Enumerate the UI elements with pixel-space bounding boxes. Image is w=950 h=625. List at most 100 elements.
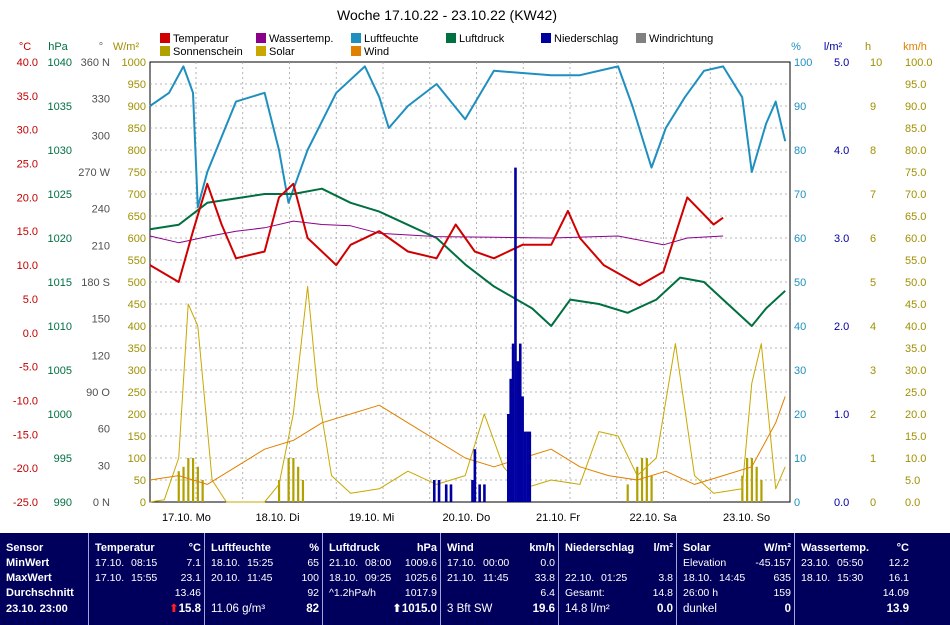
press-current-value: 1015.0 <box>401 603 437 615</box>
rain-bar <box>437 480 441 502</box>
rain-axis-unit: l/m² <box>824 41 843 53</box>
wind-tick: 85.0 <box>905 123 926 135</box>
wind-min-date: 17.10. <box>447 557 477 569</box>
humidity-tick: 60 <box>794 233 806 245</box>
temp-tick: 25.0 <box>17 159 38 171</box>
rain-bar <box>509 378 512 502</box>
temp-tick: -5.0 <box>19 362 38 374</box>
direction-tick: 60 <box>98 424 110 436</box>
legend-swatch <box>351 46 361 56</box>
durchschnitt-label: Durchschnitt <box>6 587 74 599</box>
wind-tick: 25.0 <box>905 387 926 399</box>
temp-axis-unit: °C <box>19 41 31 53</box>
humidity-tick: 10 <box>794 453 806 465</box>
wind-max-date: 21.10. <box>447 572 477 584</box>
wind-avg-value: 6.4 <box>540 587 555 599</box>
sunshine-tick: 2 <box>870 409 876 421</box>
day-label: 19.10. Mi <box>349 512 394 524</box>
solar-tick: 900 <box>128 101 146 113</box>
sunshine-bar <box>187 458 190 502</box>
wind-tick: 45.0 <box>905 299 926 311</box>
legend-swatch <box>160 46 170 56</box>
humidity-line <box>149 65 787 209</box>
temp-tick: -10.0 <box>13 395 38 407</box>
temp-tick: 20.0 <box>17 192 38 204</box>
sunshine-bar <box>301 480 305 502</box>
pressure-tick: 1025 <box>48 189 72 201</box>
rain-bar <box>444 484 448 502</box>
press-max-date: 18.10. <box>329 572 359 584</box>
rain-bar <box>478 484 481 502</box>
legend-swatch <box>541 33 551 43</box>
chart-title: Woche 17.10.22 - 23.10.22 (KW42) <box>337 7 557 23</box>
rain-current-value: 0.0 <box>657 603 673 615</box>
hum-header: Luftfeuchte <box>211 542 271 554</box>
solar-state: dunkel <box>683 603 717 615</box>
rain-bar <box>528 431 532 502</box>
rain-column: Niederschlag l/m² 22.10. 01:25 3.8 Gesamt: 1… <box>558 533 677 625</box>
press-tendency: ^1.2hPa/h <box>329 587 376 599</box>
press-unit: hPa <box>416 542 437 554</box>
legend-swatch <box>256 33 266 43</box>
water-min-time: 05:50 <box>837 557 864 569</box>
direction-tick: 270 W <box>78 167 110 179</box>
wind-tick: 100.0 <box>905 57 933 69</box>
humidity-tick: 50 <box>794 277 806 289</box>
direction-tick: 30 <box>98 460 110 472</box>
solar-tick: 950 <box>128 79 146 91</box>
temp-tick: 15.0 <box>17 226 38 238</box>
press-min-time: 08:00 <box>365 557 392 569</box>
hum-max-date: 20.10. <box>211 572 241 584</box>
legend-label: Luftdruck <box>459 33 505 45</box>
direction-tick: 360 N <box>81 57 110 69</box>
humidity-tick: 80 <box>794 145 806 157</box>
rain-bar <box>521 396 524 502</box>
sensor-column: Sensor MinWert MaxWert Durchschnitt 23.1… <box>0 533 88 625</box>
solar-tick: 450 <box>128 299 146 311</box>
legend-swatch <box>351 33 361 43</box>
rain-bar <box>432 480 436 502</box>
temp-max-value: 23.1 <box>180 572 201 584</box>
rain-bar <box>523 431 527 502</box>
temp-tick: 40.0 <box>17 57 38 69</box>
solar-tick: 100 <box>128 453 146 465</box>
solar-avg-value: 159 <box>773 587 791 599</box>
rain-bar <box>514 167 517 502</box>
series <box>149 65 787 503</box>
wind-tick: 15.0 <box>905 431 926 443</box>
stats-table: Sensor MinWert MaxWert Durchschnitt 23.1… <box>0 533 950 625</box>
solar-tick: 750 <box>128 167 146 179</box>
rain-total-label: Gesamt: <box>565 587 605 599</box>
solar-tick: 250 <box>128 387 146 399</box>
solar-tick: 50 <box>134 475 146 487</box>
direction-tick: 300 <box>92 130 110 142</box>
minwert-label: MinWert <box>6 557 50 569</box>
wind-unit: km/h <box>529 542 555 554</box>
temp-tick: -15.0 <box>13 429 38 441</box>
solar-tick: 400 <box>128 321 146 333</box>
grid <box>150 62 790 502</box>
day-label: 21.10. Fr <box>536 512 580 524</box>
sunshine-tick: 3 <box>870 365 876 377</box>
temp-tick: 35.0 <box>17 91 38 103</box>
legend-label: Wassertemp. <box>269 33 333 45</box>
solar-tick: 300 <box>128 365 146 377</box>
left-axes: °C hPa ° W/m² 40.0 35.0 30.0 25.0 20.0 15.0 10.0 5.… <box>13 41 146 509</box>
wind-tick: 20.0 <box>905 409 926 421</box>
sunshine-bar <box>755 466 758 502</box>
legend-swatch <box>636 33 646 43</box>
wind-line <box>149 396 786 485</box>
water-max-value: 16.1 <box>888 572 909 584</box>
pressure-tick: 1015 <box>48 277 72 289</box>
solar-tick: 150 <box>128 431 146 443</box>
wind-min-value: 0.0 <box>540 557 555 569</box>
press-trend-arrow-icon: ⬆ <box>392 603 402 615</box>
legend-label: Niederschlag <box>554 33 618 45</box>
rain-max-date: 22.10. <box>565 572 595 584</box>
temp-tick: 30.0 <box>17 125 38 137</box>
day-label: 20.10. Do <box>443 512 491 524</box>
humidity-column: Luftfeuchte% 18.10. 15:25 65 20.10. 11:45 10… <box>204 533 323 625</box>
pressure-column: Luftdruck hPa 21.10. 08:00 1009.6 18.10. 09:… <box>322 533 441 625</box>
rain-bar <box>516 361 520 502</box>
press-max-time: 09:25 <box>365 572 392 584</box>
